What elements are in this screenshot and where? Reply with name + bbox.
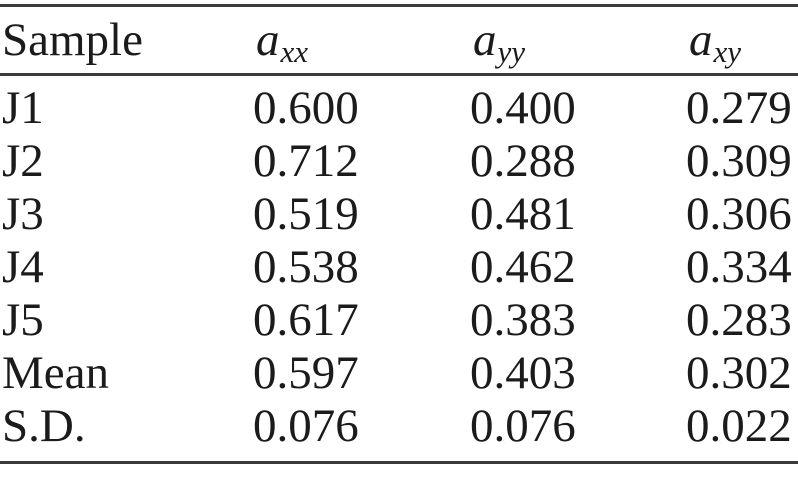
sample-cell: J2 (2, 135, 44, 187)
axx-cell: 0.538 (253, 241, 359, 293)
column-header-sample: Sample (0, 13, 253, 67)
axy-cell: 0.302 (686, 347, 792, 399)
table-row: Mean 0.597 0.403 0.302 (0, 347, 798, 400)
axx-cell: 0.076 (253, 400, 359, 452)
axx-cell: 0.712 (253, 135, 359, 187)
ayy-cell: 0.076 (470, 400, 576, 452)
ayy-cell: 0.400 (470, 82, 576, 134)
ayy-cell: 0.403 (470, 347, 576, 399)
axy-cell: 0.306 (686, 188, 792, 240)
table-row: S.D. 0.076 0.076 0.022 (0, 400, 798, 453)
sample-cell: J5 (2, 294, 44, 346)
table-row: J5 0.617 0.383 0.283 (0, 294, 798, 347)
axy-cell: 0.022 (686, 400, 792, 452)
axy-cell: 0.279 (686, 82, 792, 134)
sample-cell: J1 (2, 82, 44, 134)
column-header-axy: axy (686, 13, 798, 69)
axy-cell: 0.334 (686, 241, 792, 293)
column-header-axx: axx (253, 13, 470, 69)
ayy-cell: 0.462 (470, 241, 576, 293)
data-table: Sample axx ayy axy J1 0.600 0.400 0.279 … (0, 4, 798, 464)
axx-cell: 0.519 (253, 188, 359, 240)
axx-cell: 0.597 (253, 347, 359, 399)
axy-cell: 0.283 (686, 294, 792, 346)
sample-header-label: Sample (2, 14, 143, 66)
table-header-rule (0, 73, 798, 76)
table-row: J2 0.712 0.288 0.309 (0, 135, 798, 188)
axy-header-subscript: xy (713, 33, 742, 69)
ayy-cell: 0.481 (470, 188, 576, 240)
axy-header-base: a (689, 14, 713, 66)
sample-cell: S.D. (2, 400, 86, 452)
ayy-cell: 0.288 (470, 135, 576, 187)
table-header-row: Sample axx ayy axy (0, 7, 798, 73)
ayy-header-subscript: yy (497, 33, 526, 69)
table-row: J1 0.600 0.400 0.279 (0, 82, 798, 135)
axx-header-base: a (256, 14, 280, 66)
table-top-rule (0, 4, 798, 7)
column-header-ayy: ayy (470, 13, 686, 69)
ayy-cell: 0.383 (470, 294, 576, 346)
table-bottom-rule (0, 461, 798, 464)
axx-cell: 0.600 (253, 82, 359, 134)
sample-cell: J4 (2, 241, 44, 293)
sample-cell: Mean (2, 347, 110, 399)
axx-cell: 0.617 (253, 294, 359, 346)
table-row: J3 0.519 0.481 0.306 (0, 188, 798, 241)
table-row: J4 0.538 0.462 0.334 (0, 241, 798, 294)
ayy-header-base: a (473, 14, 497, 66)
table-body: J1 0.600 0.400 0.279 J2 0.712 0.288 0.30… (0, 76, 798, 461)
sample-cell: J3 (2, 188, 44, 240)
axx-header-subscript: xx (280, 33, 309, 69)
axy-cell: 0.309 (686, 135, 792, 187)
